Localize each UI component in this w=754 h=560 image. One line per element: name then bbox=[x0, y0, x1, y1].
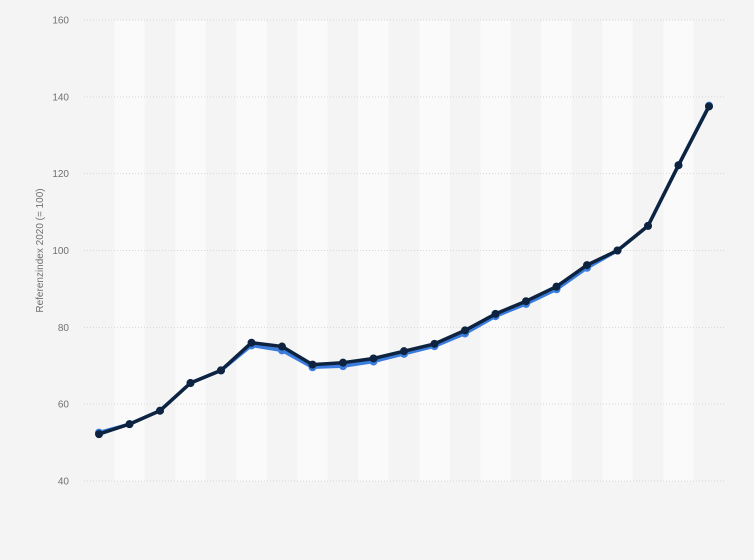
data-point bbox=[705, 102, 713, 111]
y-axis-ticks: 40 60 80 100 120 140 160 bbox=[52, 16, 69, 488]
y-tick-label: 60 bbox=[58, 400, 70, 411]
series-2 bbox=[95, 102, 713, 439]
data-point bbox=[430, 339, 439, 348]
data-point bbox=[400, 347, 408, 356]
data-point bbox=[522, 297, 530, 306]
y-tick-label: 40 bbox=[58, 477, 70, 488]
data-point bbox=[461, 326, 469, 335]
y-tick-label: 80 bbox=[58, 323, 70, 334]
y-tick-label: 160 bbox=[52, 16, 69, 27]
y-tick-label: 100 bbox=[52, 246, 69, 257]
data-point bbox=[491, 309, 500, 318]
data-point bbox=[583, 261, 591, 270]
data-point bbox=[156, 406, 164, 415]
y-tick-label: 140 bbox=[52, 92, 69, 103]
data-point bbox=[674, 161, 683, 170]
data-point bbox=[552, 282, 561, 291]
data-point bbox=[125, 420, 134, 429]
data-point bbox=[217, 366, 225, 375]
y-axis-title: Referenzindex 2020 (= 100) bbox=[35, 188, 46, 312]
data-point bbox=[95, 430, 103, 439]
y-tick-label: 120 bbox=[52, 169, 69, 180]
data-point bbox=[644, 221, 652, 230]
series-lines bbox=[95, 101, 713, 439]
data-point bbox=[308, 360, 317, 369]
data-point bbox=[278, 342, 286, 351]
data-point bbox=[186, 379, 195, 388]
data-point bbox=[613, 246, 622, 255]
data-point bbox=[339, 358, 347, 367]
data-point bbox=[247, 338, 256, 347]
data-point bbox=[369, 354, 378, 363]
